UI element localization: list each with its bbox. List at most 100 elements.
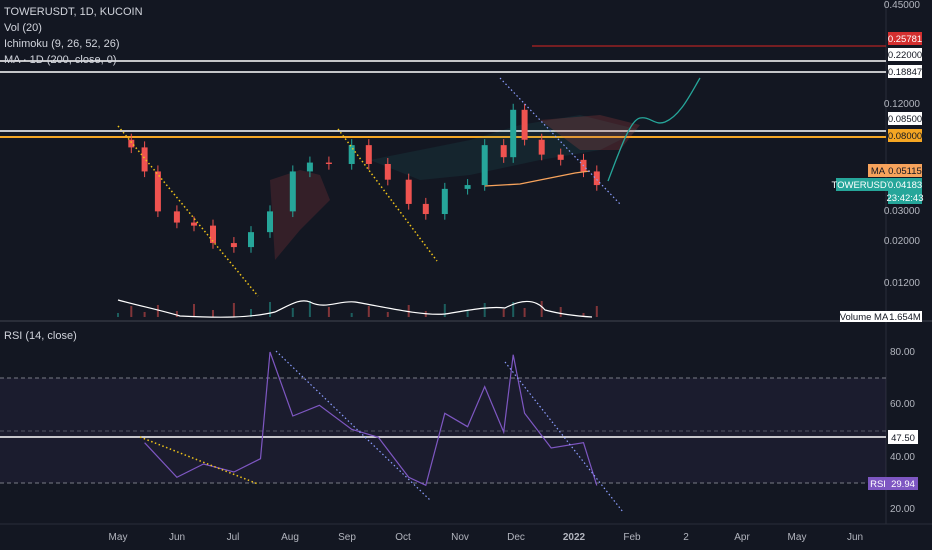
volume-bar	[502, 309, 505, 317]
ma-legend[interactable]: MA · 1D (200, close, 0)	[4, 54, 117, 66]
projection-curve	[607, 77, 701, 182]
symbol-tag-label: TOWERUSDT	[831, 180, 892, 191]
y-tick-label: 0.45000	[884, 0, 921, 11]
x-tick-label: Sep	[338, 532, 356, 543]
x-tick-label: Jun	[847, 532, 863, 543]
ma-tag-bg	[888, 164, 922, 177]
volume-tag-label: Volume MA	[840, 312, 889, 323]
volume-bar	[386, 312, 389, 317]
candle-body	[593, 171, 600, 186]
ma-tag-label: MA	[871, 166, 886, 177]
candle-body	[365, 145, 372, 164]
volume-bar	[540, 301, 543, 317]
price-series	[128, 103, 600, 253]
ichimoku-cloud-3	[540, 115, 640, 150]
candle-body	[538, 139, 545, 155]
x-tick-label: May	[109, 532, 128, 543]
level-0085-tag: 0.08500	[888, 114, 922, 125]
rsi-tick-label: 80.00	[890, 347, 915, 358]
rsi-value-label-bg	[868, 477, 888, 490]
volume-bar	[582, 313, 585, 317]
x-tick-label: Feb	[623, 532, 641, 543]
y-tick-label: 0.12000	[884, 99, 921, 110]
level-022-tag-bg	[888, 48, 922, 61]
candle-body	[464, 185, 471, 189]
trendline-aug-oct[interactable]	[337, 128, 438, 262]
volume-bar	[407, 305, 410, 317]
candle-body	[510, 109, 517, 158]
x-tick-label: 2	[683, 532, 689, 543]
volume-bar	[143, 312, 146, 317]
volume-tag: 1.654M	[889, 312, 921, 323]
volume-tag-label-bg	[840, 311, 888, 322]
rsi-line	[144, 351, 598, 487]
y-tick-label: 0.02000	[884, 236, 921, 247]
volume-bar	[156, 305, 159, 317]
rsi-tick-label: 60.00	[890, 399, 915, 410]
rsi-value-tag-bg	[888, 477, 918, 490]
volume-bar	[483, 303, 486, 317]
x-tick-label: Dec	[507, 532, 525, 543]
level-022-tag: 0.22000	[888, 50, 922, 61]
candle-body	[441, 188, 448, 215]
rsi-pane	[0, 324, 886, 524]
volume-bar	[130, 306, 133, 317]
rsi-value-label: RSI	[870, 479, 886, 490]
price-legend: TOWERUSDT, 1D, KUCOIN Vol (20) Ichimoku …	[4, 4, 143, 68]
volume-bar	[350, 313, 353, 317]
volume-bar	[269, 302, 271, 317]
rsi-title[interactable]: RSI (14, close)	[4, 330, 77, 342]
rsi-value-tag: 29.94	[891, 479, 915, 490]
ma-200-line	[484, 170, 591, 187]
trendline-nov-jan[interactable]	[499, 77, 621, 205]
x-tick-label: Oct	[395, 532, 411, 543]
candle-body	[500, 145, 507, 158]
volume-bar	[232, 303, 235, 317]
x-tick-label: 2022	[563, 532, 586, 543]
candle-body	[128, 139, 135, 148]
candle-body	[230, 243, 237, 248]
ma-tag-label-bg	[868, 164, 888, 177]
countdown-tag: 23:42:43	[887, 193, 924, 204]
rsi-legend: RSI (14, close)	[4, 328, 77, 344]
x-tick-label: Jun	[169, 532, 185, 543]
volume-legend[interactable]: Vol (20)	[4, 22, 42, 34]
x-tick-label: May	[788, 532, 807, 543]
trendline-may-jul[interactable]	[117, 125, 259, 297]
candle-body	[384, 163, 391, 180]
level-0085-tag-bg	[888, 112, 922, 125]
x-tick-label: Aug	[281, 532, 299, 543]
time-axis: May Jun Jul Aug Sep Oct Nov Dec 2022 Feb 2 Apr May Ju…	[109, 532, 864, 543]
candle-body	[173, 211, 180, 223]
volume-bar	[595, 306, 598, 317]
candle-body	[348, 145, 355, 164]
candle-body	[267, 211, 273, 233]
volume-bar	[117, 313, 119, 317]
candle-body	[141, 147, 148, 172]
volume-bar	[193, 304, 195, 317]
volume-bar	[512, 302, 515, 317]
red-level-tag: 0.25781	[888, 34, 922, 45]
price-pane	[0, 0, 886, 318]
candle-body	[422, 203, 429, 215]
level-018-tag-bg	[888, 65, 922, 78]
candle-body	[405, 179, 412, 204]
rsi-tick-label: 40.00	[890, 452, 915, 463]
volume-bar	[291, 308, 294, 317]
candle-body	[154, 171, 161, 212]
candle-body	[521, 109, 528, 140]
volume-bar	[308, 301, 311, 317]
symbol-tag-label-bg	[836, 178, 888, 191]
x-tick-label: Nov	[451, 532, 469, 543]
rsi-level-tag: 47.50	[891, 433, 915, 444]
y-tick-label: 0.01200	[884, 278, 921, 289]
candle-body	[191, 222, 197, 226]
symbol-title[interactable]: TOWERUSDT, 1D, KUCOIN	[4, 6, 143, 18]
ichimoku-legend[interactable]: Ichimoku (9, 26, 52, 26)	[4, 38, 120, 50]
volume-ma-line	[117, 299, 593, 318]
rsi-trendline-may[interactable]	[139, 436, 259, 485]
volume-bar	[523, 308, 526, 317]
volume-bar	[559, 307, 562, 317]
level-018-tag: 0.18847	[888, 67, 922, 78]
